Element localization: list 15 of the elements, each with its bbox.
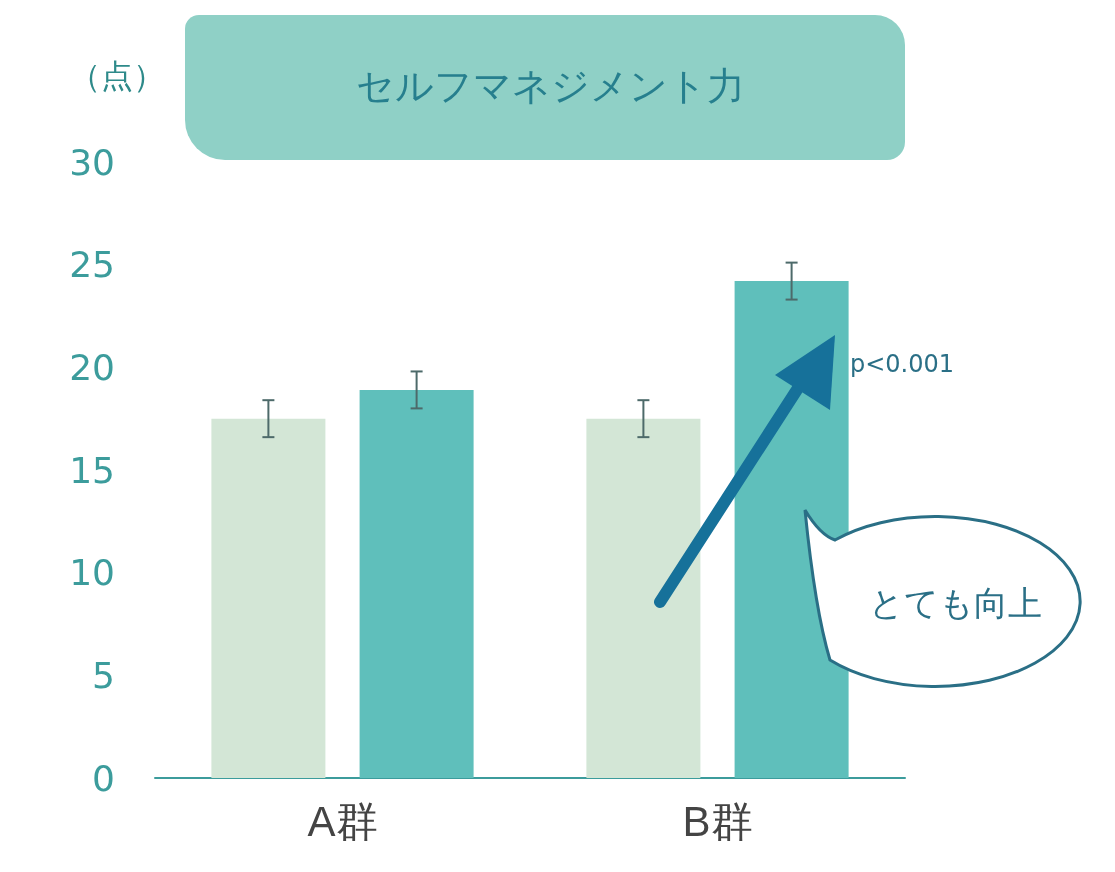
annotation: p<0.001	[850, 350, 955, 378]
y-tick-label: 10	[69, 552, 115, 594]
chart-title: セルフマネジメント力	[355, 65, 745, 107]
annotation: とても向上	[868, 583, 1042, 623]
y-tick-label: 25	[69, 244, 115, 286]
bar	[211, 418, 326, 778]
y-tick-label: 0	[92, 757, 115, 799]
y-tick-label: 5	[92, 654, 115, 696]
x-tick-label: B群	[682, 797, 753, 845]
bar	[359, 389, 474, 778]
x-tick-label: A群	[307, 797, 378, 845]
y-tick-label: 15	[69, 449, 115, 491]
y-tick-label: 30	[69, 141, 115, 183]
y-tick-label: 20	[69, 346, 115, 388]
y-axis-title: （点）	[69, 58, 165, 94]
